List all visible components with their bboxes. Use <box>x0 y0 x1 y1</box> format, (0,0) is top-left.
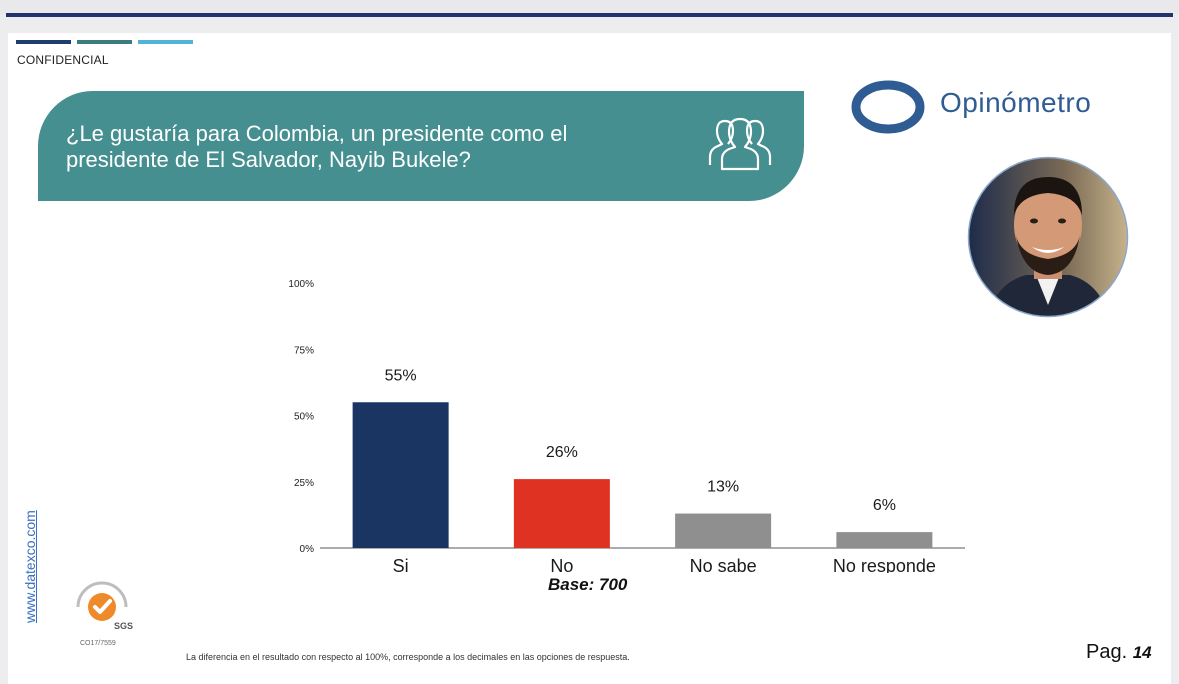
accent-bar-teal <box>77 40 132 44</box>
sgs-certification-seal: SGS <box>76 581 133 631</box>
page-number-value: 14 <box>1132 643 1152 662</box>
category-label: No sabe <box>690 556 757 573</box>
page-prefix: Pag. <box>1086 641 1128 663</box>
bar-no <box>513 479 610 548</box>
portrait-photo <box>967 156 1129 318</box>
base-label: Base: 700 <box>548 575 628 594</box>
data-label: 13% <box>707 479 739 496</box>
bar-chart: 0% 25% 50% 75% 100% 55% Si 26% No 13% No sabe 6% No … <box>288 279 965 573</box>
opinometro-logo-icon <box>851 80 925 134</box>
y-tick-label: 75% <box>294 345 314 356</box>
confidential-label: CONFIDENCIAL <box>17 53 109 67</box>
question-banner: ¿Le gustaría para Colombia, un president… <box>38 91 804 201</box>
y-tick-label: 0% <box>300 544 315 555</box>
top-rule <box>6 13 1173 17</box>
question-text: ¿Le gustaría para Colombia, un president… <box>66 121 568 172</box>
bar-si <box>352 402 449 548</box>
seal-code: CO17/7559 <box>80 640 116 647</box>
accent-bar-dark <box>16 40 71 44</box>
y-tick-label: 50% <box>294 412 314 423</box>
people-group-icon <box>708 117 772 171</box>
footnote: La diferencia en el resultado con respec… <box>186 652 630 662</box>
category-label: No responde <box>833 556 936 573</box>
logo-text: Opinómetro <box>940 87 1092 118</box>
category-label: No <box>550 556 573 573</box>
data-label: 6% <box>873 497 896 514</box>
page-number: Pag. 14 <box>1086 641 1152 664</box>
bar-no-responde <box>836 532 933 548</box>
y-tick-label: 25% <box>294 478 314 489</box>
data-label: 55% <box>385 367 417 384</box>
accent-bar-light <box>138 40 193 44</box>
seal-label: SGS <box>114 621 133 631</box>
y-tick-label: 100% <box>288 279 314 290</box>
category-label: Si <box>393 556 409 573</box>
top-strip <box>0 0 1179 14</box>
datexco-link[interactable]: www.datexco.com <box>22 510 38 623</box>
data-label: 26% <box>546 444 578 461</box>
slide: CONFIDENCIAL ¿Le gustaría para Colombia,… <box>8 33 1171 684</box>
bar-no-sabe <box>675 513 772 548</box>
